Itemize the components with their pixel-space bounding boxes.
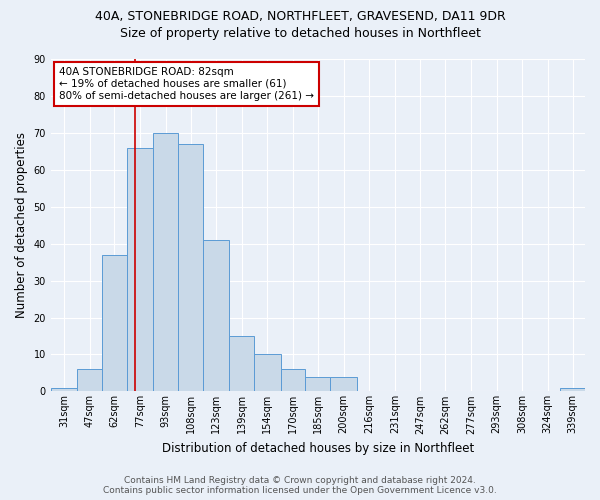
Bar xyxy=(229,336,254,392)
Text: Contains HM Land Registry data © Crown copyright and database right 2024.
Contai: Contains HM Land Registry data © Crown c… xyxy=(103,476,497,495)
Bar xyxy=(127,148,154,392)
Bar xyxy=(102,254,127,392)
Bar xyxy=(305,376,331,392)
Bar xyxy=(178,144,203,392)
Bar xyxy=(77,369,102,392)
Text: 40A, STONEBRIDGE ROAD, NORTHFLEET, GRAVESEND, DA11 9DR: 40A, STONEBRIDGE ROAD, NORTHFLEET, GRAVE… xyxy=(95,10,505,23)
Bar xyxy=(560,388,585,392)
X-axis label: Distribution of detached houses by size in Northfleet: Distribution of detached houses by size … xyxy=(162,442,474,455)
Bar xyxy=(331,376,357,392)
Bar xyxy=(281,369,305,392)
Text: Size of property relative to detached houses in Northfleet: Size of property relative to detached ho… xyxy=(119,28,481,40)
Bar xyxy=(254,354,281,392)
Y-axis label: Number of detached properties: Number of detached properties xyxy=(15,132,28,318)
Bar xyxy=(51,388,77,392)
Bar xyxy=(203,240,229,392)
Bar xyxy=(154,133,178,392)
Text: 40A STONEBRIDGE ROAD: 82sqm
← 19% of detached houses are smaller (61)
80% of sem: 40A STONEBRIDGE ROAD: 82sqm ← 19% of det… xyxy=(59,68,314,100)
